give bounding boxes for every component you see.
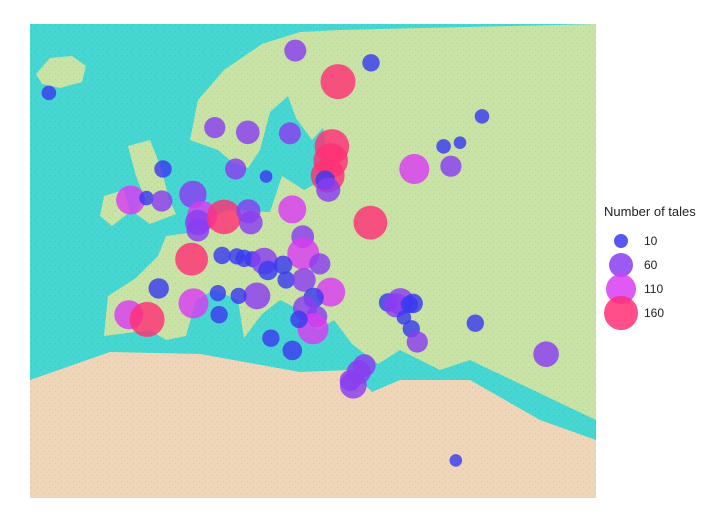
- tale-point: [277, 271, 295, 289]
- tale-point: [309, 253, 331, 275]
- tale-point: [474, 109, 490, 124]
- tale-point: [362, 54, 380, 72]
- tale-point: [204, 117, 226, 139]
- tale-point: [175, 242, 209, 276]
- tale-point: [399, 154, 430, 184]
- tale-point: [406, 331, 428, 353]
- tale-point: [273, 255, 293, 275]
- legend: Number of tales 10 60 110 160: [604, 204, 716, 331]
- tale-point: [533, 341, 559, 368]
- legend-label: 60: [644, 258, 658, 272]
- legend-symbol: [604, 229, 638, 253]
- tale-point: [453, 136, 467, 149]
- tale-point: [262, 329, 280, 347]
- tale-point: [116, 185, 146, 215]
- tale-point: [403, 293, 423, 314]
- legend-row-10: 10: [604, 229, 716, 253]
- tale-point: [259, 170, 273, 183]
- tale-point: [210, 306, 228, 324]
- tale-point: [436, 139, 451, 154]
- tale-point: [243, 282, 271, 310]
- tale-point: [258, 260, 278, 281]
- tale-point: [466, 314, 484, 332]
- tale-point: [278, 122, 301, 145]
- tale-point: [236, 120, 260, 145]
- legend-title: Number of tales: [604, 204, 696, 219]
- legend-row-160: 160: [604, 295, 716, 331]
- tale-point: [154, 160, 172, 178]
- tale-point: [353, 205, 388, 240]
- tale-point: [178, 288, 209, 319]
- tale-point: [148, 278, 169, 299]
- legend-label: 160: [644, 306, 665, 320]
- tale-points: [41, 39, 559, 467]
- tale-point: [151, 190, 173, 212]
- tale-point: [225, 158, 247, 180]
- tale-point: [278, 195, 307, 224]
- tale-point: [129, 301, 165, 337]
- tale-point: [292, 268, 316, 292]
- legend-symbol: [604, 295, 638, 331]
- legend-label: 110: [644, 282, 664, 296]
- legend-row-60: 60: [604, 252, 716, 278]
- tale-point: [41, 85, 57, 101]
- tale-point: [239, 210, 263, 235]
- tale-point: [139, 190, 154, 206]
- tale-point: [320, 64, 356, 100]
- tale-point: [316, 177, 341, 202]
- tale-point: [213, 246, 231, 265]
- tale-point: [284, 39, 307, 62]
- tale-point: [282, 340, 303, 361]
- tale-point: [186, 218, 210, 242]
- tale-point: [209, 285, 226, 302]
- legend-label: 10: [644, 234, 658, 248]
- tale-point: [206, 199, 242, 235]
- legend-symbol: [604, 252, 638, 278]
- tale-point: [440, 155, 462, 177]
- tale-point: [339, 369, 361, 392]
- tale-point: [230, 287, 247, 304]
- tale-point: [290, 310, 308, 329]
- tale-point: [449, 454, 463, 467]
